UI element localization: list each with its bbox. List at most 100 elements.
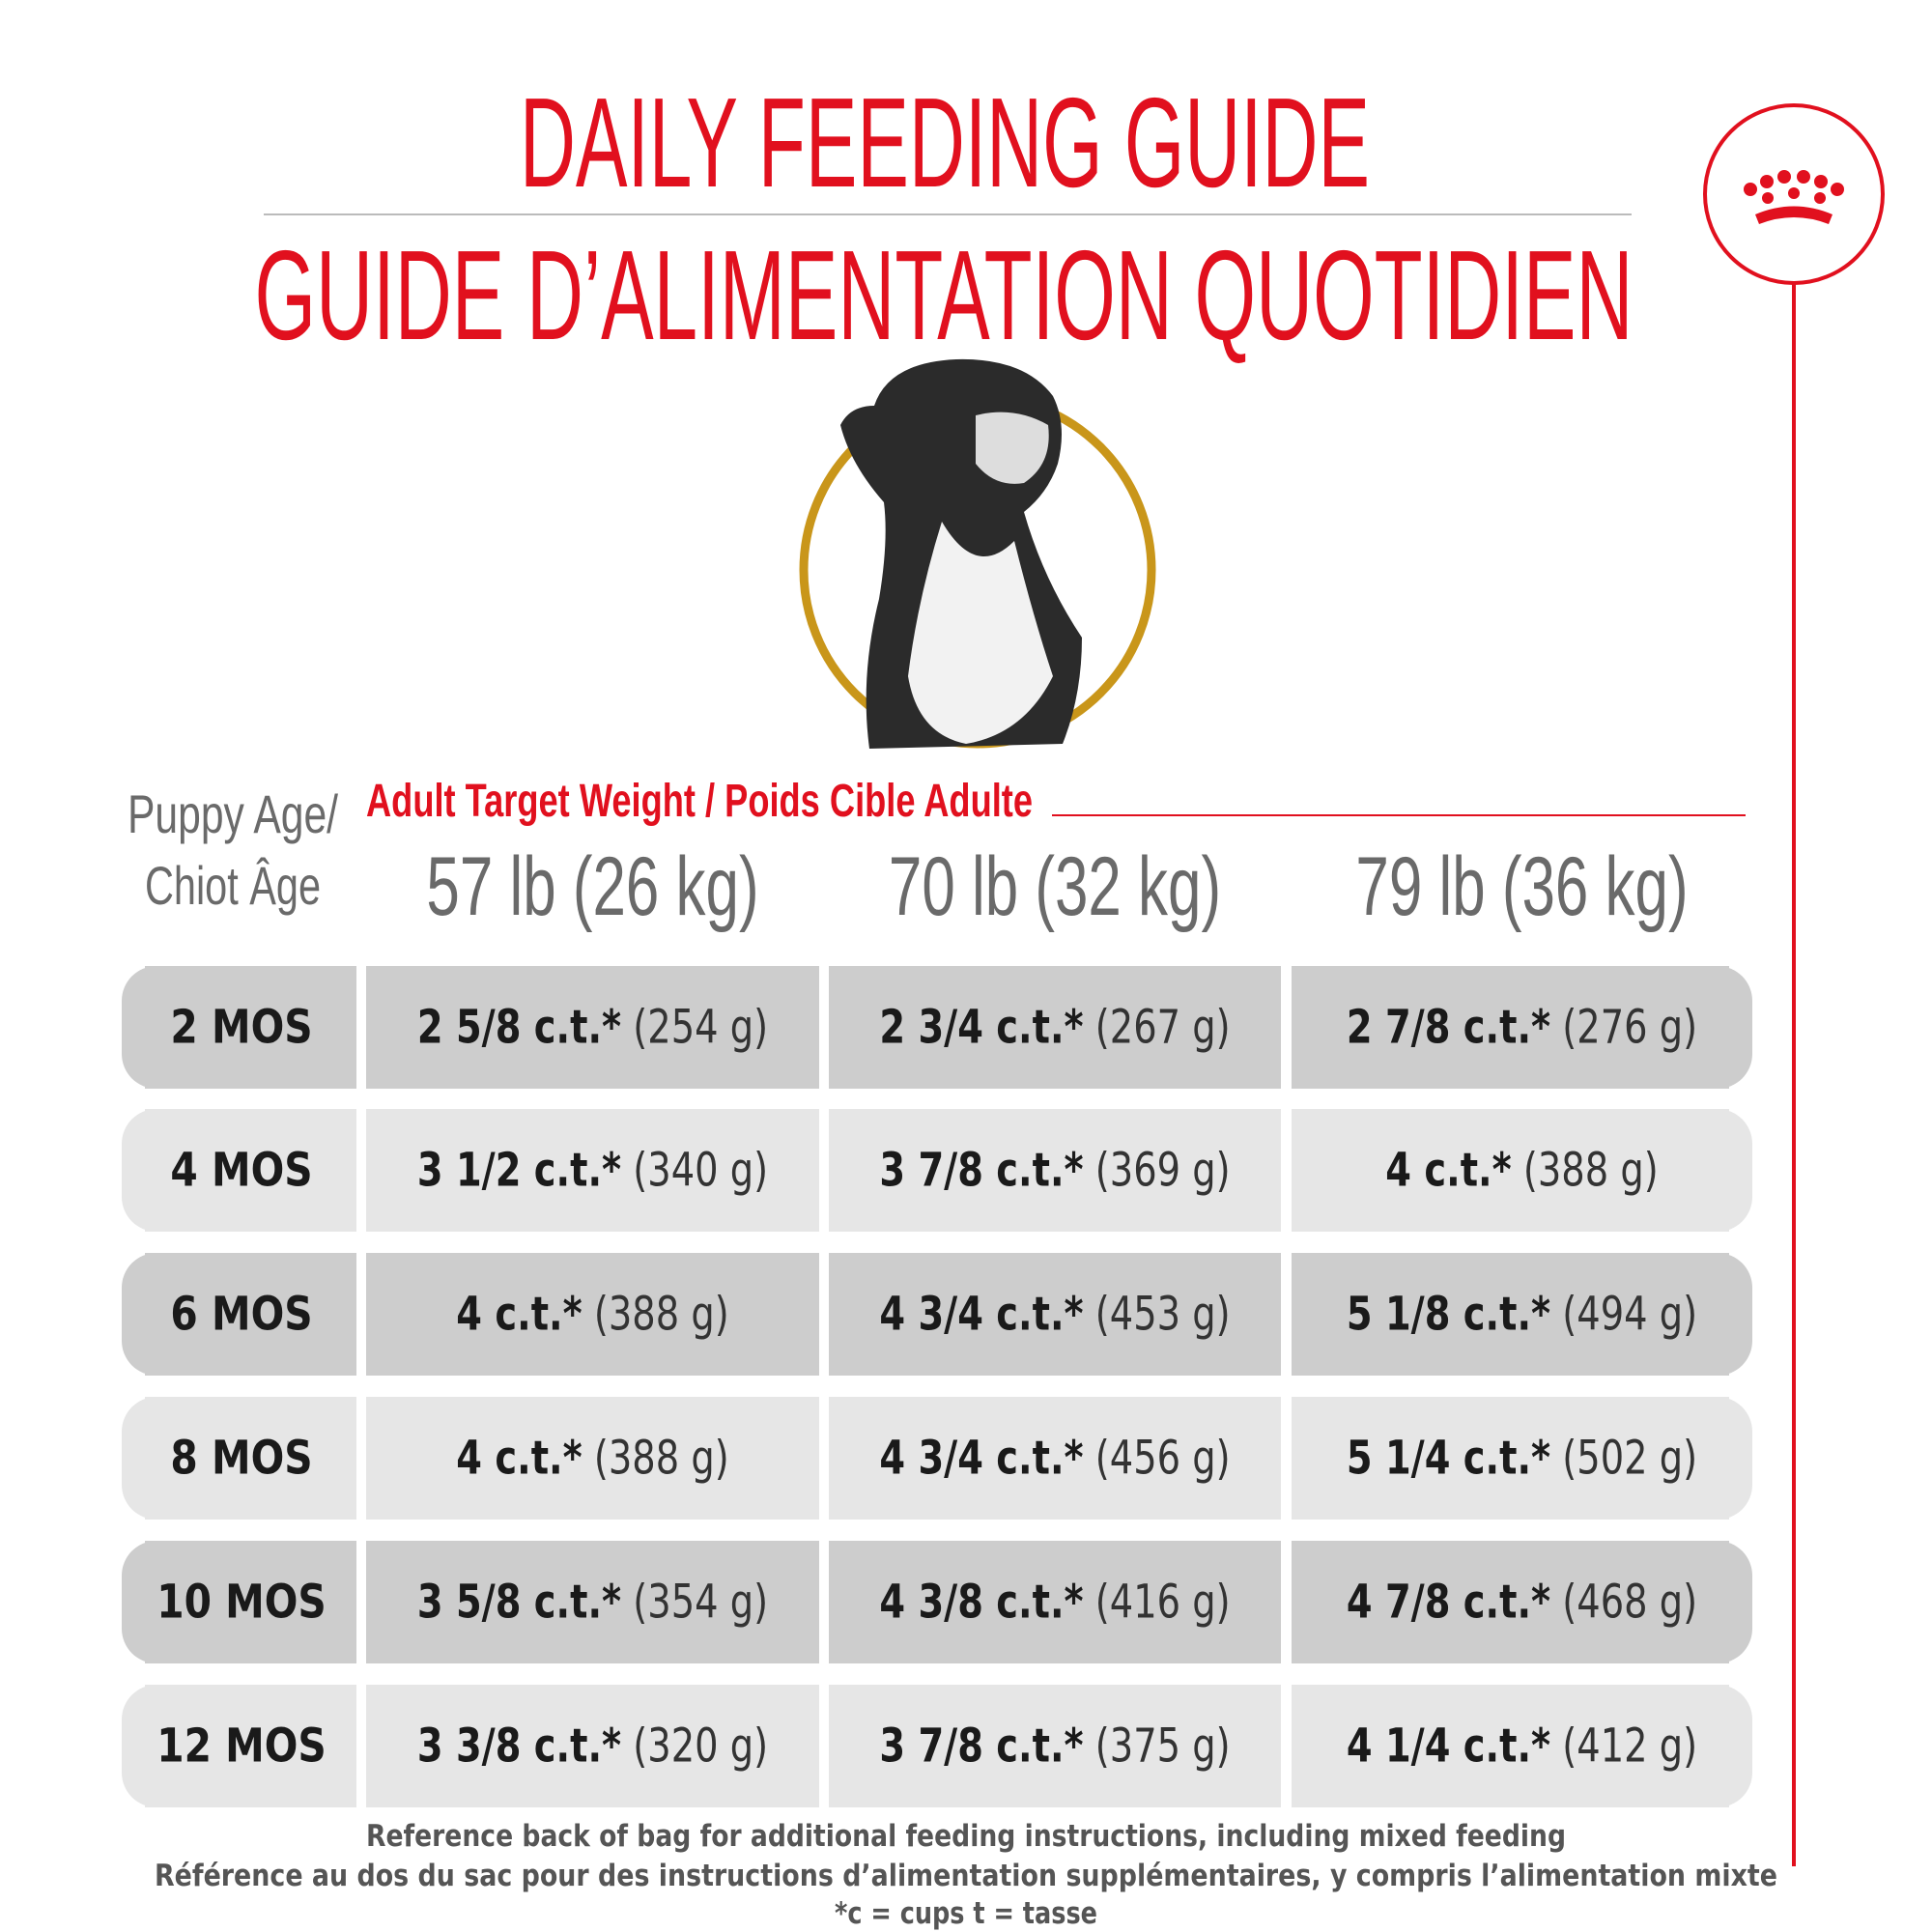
gram-amount: (494 g) <box>1562 1288 1697 1341</box>
data-cell <box>1292 1397 1729 1520</box>
table-row: 2 MOS 2 5/8 c.t.* (254 g) 2 3/4 c.t.* (267… <box>122 966 1752 1089</box>
column-header: 79 lb (36 kg) <box>1355 839 1688 932</box>
data-cell <box>829 1109 1281 1232</box>
gram-amount: (468 g) <box>1562 1576 1697 1629</box>
data-cell <box>829 1397 1281 1520</box>
age-label: 8 MOS <box>170 1431 312 1485</box>
age-label: 4 MOS <box>170 1143 312 1197</box>
subtitle: GUIDE D’ALIMENTATION QUOTIDIEN <box>255 224 1634 366</box>
cell-text: 4 3/4 c.t.* (453 g) <box>879 1288 1230 1341</box>
cup-amount: 5 1/8 c.t.* <box>1347 1288 1550 1341</box>
cup-amount: 4 3/4 c.t.* <box>879 1432 1083 1485</box>
data-cell <box>366 1109 819 1232</box>
cell-content: 5 1/4 c.t.* (502 g) <box>1347 1432 1697 1485</box>
cell-content: 2 5/8 c.t.* (254 g) <box>417 1001 768 1054</box>
cup-amount: 4 c.t.* <box>1385 1144 1511 1197</box>
cell-text: 4 c.t.* (388 g) <box>1385 1144 1658 1197</box>
feeding-table: 57 lb (26 kg) 70 lb (32 kg) 79 lb (36 kg) 2… <box>122 839 1752 1807</box>
age-cell <box>145 1685 356 1807</box>
cell-text: 3 7/8 c.t.* (375 g) <box>879 1719 1230 1773</box>
cell-text: 3 7/8 c.t.* (369 g) <box>879 1144 1230 1197</box>
cell-content: 3 7/8 c.t.* (375 g) <box>879 1719 1230 1773</box>
weight-header: Adult Target Weight / Poids Cible Adulte <box>366 776 1033 827</box>
age-text: 10 MOS <box>156 1575 327 1629</box>
data-cell <box>1292 1541 1729 1663</box>
cell-content: 5 1/8 c.t.* (494 g) <box>1347 1288 1697 1341</box>
cell-text: 4 3/8 c.t.* (416 g) <box>879 1576 1230 1629</box>
age-text: 4 MOS <box>170 1143 312 1197</box>
table-row: 10 MOS 3 5/8 c.t.* (354 g) 4 3/8 c.t.* (41… <box>122 1541 1752 1663</box>
table-row: 8 MOS 4 c.t.* (388 g) 4 3/4 c.t.* (456 g) 5… <box>122 1397 1752 1520</box>
cell-content: 4 3/4 c.t.* (453 g) <box>879 1288 1230 1341</box>
data-cell <box>829 1253 1281 1376</box>
column-header-text: 79 lb (36 kg) <box>1355 839 1688 932</box>
cell-content: 4 3/4 c.t.* (456 g) <box>879 1432 1230 1485</box>
gram-amount: (375 g) <box>1095 1719 1231 1773</box>
cup-amount: 3 7/8 c.t.* <box>879 1719 1083 1773</box>
age-cell <box>145 1253 356 1376</box>
column-header: 57 lb (26 kg) <box>426 839 758 932</box>
cell-content: 2 3/4 c.t.* (267 g) <box>879 1001 1230 1054</box>
cell-content: 4 c.t.* (388 g) <box>456 1288 728 1341</box>
age-cell <box>145 1109 356 1232</box>
data-cell <box>366 1541 819 1663</box>
gram-amount: (369 g) <box>1095 1144 1231 1197</box>
cell-text: 4 1/4 c.t.* (412 g) <box>1347 1719 1697 1773</box>
cup-amount: 3 3/8 c.t.* <box>417 1719 621 1773</box>
gram-amount: (453 g) <box>1095 1288 1231 1341</box>
column-header-text: 57 lb (26 kg) <box>426 839 758 932</box>
gram-amount: (502 g) <box>1562 1432 1697 1485</box>
cell-text: 2 5/8 c.t.* (254 g) <box>417 1001 768 1054</box>
cup-amount: 4 7/8 c.t.* <box>1347 1576 1550 1629</box>
footer-note: *c = cups t = tasse <box>835 1896 1097 1931</box>
brand-logo <box>1703 103 1885 285</box>
gram-amount: (416 g) <box>1095 1576 1231 1629</box>
age-text: 6 MOS <box>170 1287 312 1341</box>
cell-text: 2 7/8 c.t.* (276 g) <box>1347 1001 1697 1054</box>
cell-content: 2 7/8 c.t.* (276 g) <box>1347 1001 1697 1054</box>
age-header: Puppy Age/ <box>128 783 338 844</box>
cup-amount: 4 1/4 c.t.* <box>1347 1719 1550 1773</box>
cell-content: 3 1/2 c.t.* (340 g) <box>417 1144 768 1197</box>
gram-amount: (388 g) <box>594 1432 729 1485</box>
cup-amount: 3 5/8 c.t.* <box>417 1576 621 1629</box>
cup-amount: 2 7/8 c.t.* <box>1347 1001 1550 1054</box>
column-header-text: 70 lb (32 kg) <box>889 839 1221 932</box>
cell-content: 4 7/8 c.t.* (468 g) <box>1347 1576 1697 1629</box>
data-cell <box>366 1397 819 1520</box>
cell-content: 4 c.t.* (388 g) <box>1385 1144 1658 1197</box>
cell-text: 3 3/8 c.t.* (320 g) <box>417 1719 768 1773</box>
gram-amount: (388 g) <box>1523 1144 1659 1197</box>
data-cell <box>1292 1685 1729 1807</box>
footer-note: Reference back of bag for additional fee… <box>366 1819 1566 1854</box>
cell-text: 5 1/4 c.t.* (502 g) <box>1347 1432 1697 1485</box>
cell-content: 4 3/8 c.t.* (416 g) <box>879 1576 1230 1629</box>
cell-content: 4 1/4 c.t.* (412 g) <box>1347 1719 1697 1773</box>
gram-amount: (388 g) <box>594 1288 729 1341</box>
cup-amount: 2 3/4 c.t.* <box>879 1001 1083 1054</box>
age-cell <box>145 966 356 1089</box>
data-cell <box>1292 966 1729 1089</box>
cell-content: 3 7/8 c.t.* (369 g) <box>879 1144 1230 1197</box>
gram-amount: (456 g) <box>1095 1432 1231 1485</box>
age-cell <box>145 1397 356 1520</box>
cup-amount: 2 5/8 c.t.* <box>417 1001 621 1054</box>
cell-text: 4 c.t.* (388 g) <box>456 1432 728 1485</box>
data-cell <box>829 1685 1281 1807</box>
cup-amount: 4 c.t.* <box>456 1288 582 1341</box>
data-cell <box>829 1541 1281 1663</box>
puppy-image <box>799 358 1156 749</box>
cell-text: 4 3/4 c.t.* (456 g) <box>879 1432 1230 1485</box>
cup-amount: 3 1/2 c.t.* <box>417 1144 621 1197</box>
cell-content: 4 c.t.* (388 g) <box>456 1432 728 1485</box>
table-row: 12 MOS 3 3/8 c.t.* (320 g) 3 7/8 c.t.* (37… <box>122 1685 1752 1807</box>
cell-text: 5 1/8 c.t.* (494 g) <box>1347 1288 1697 1341</box>
cell-text: 4 c.t.* (388 g) <box>456 1288 728 1341</box>
cell-text: 3 1/2 c.t.* (340 g) <box>417 1144 768 1197</box>
cup-amount: 4 c.t.* <box>456 1432 582 1485</box>
age-label: 12 MOS <box>156 1719 327 1773</box>
table-row: 6 MOS 4 c.t.* (388 g) 4 3/4 c.t.* (453 g) 5… <box>122 1253 1752 1376</box>
data-cell <box>1292 1109 1729 1232</box>
data-cell <box>366 1253 819 1376</box>
